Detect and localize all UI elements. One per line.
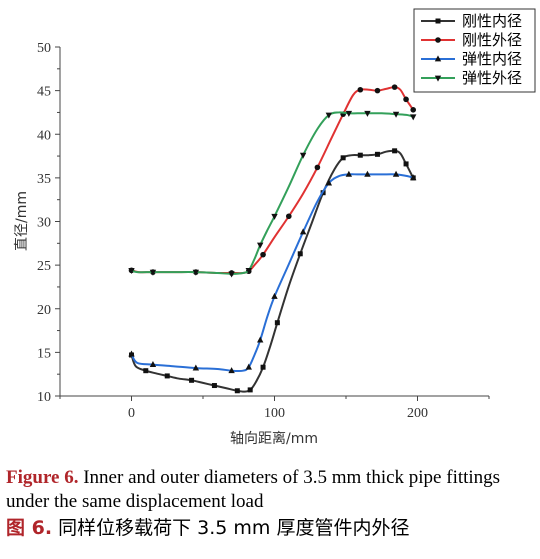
y-tick-label: 25 xyxy=(37,259,51,274)
data-point xyxy=(357,86,364,93)
data-point xyxy=(391,84,398,90)
data-point xyxy=(228,271,235,278)
legend-marker xyxy=(435,18,441,24)
data-point xyxy=(228,367,235,374)
data-point xyxy=(128,267,135,274)
data-point xyxy=(271,292,278,299)
caption-cn-text: 同样位移载荷下 3.5 mm 厚度管件内外径 xyxy=(58,517,410,539)
series-group xyxy=(128,84,417,394)
data-point xyxy=(260,364,266,370)
legend-label: 刚性外径 xyxy=(462,31,522,49)
data-point xyxy=(297,251,303,257)
data-point xyxy=(357,152,363,158)
y-tick-label: 30 xyxy=(37,216,51,231)
data-point xyxy=(245,363,252,370)
data-point xyxy=(299,228,307,235)
caption-en-label: Figure 6. xyxy=(6,467,79,488)
plot-area: 10 15 20 25 30 35 40 45 50 0 100 200 xyxy=(37,41,490,421)
legend-item: 刚性外径 xyxy=(421,31,522,49)
data-point xyxy=(164,373,170,379)
data-point xyxy=(257,336,264,343)
data-point xyxy=(314,164,321,171)
data-point xyxy=(340,155,346,161)
data-point xyxy=(325,112,333,119)
y-tick-label: 50 xyxy=(37,41,51,56)
series-1 xyxy=(129,148,416,394)
data-point xyxy=(374,151,380,157)
y-tick-label: 15 xyxy=(37,346,51,361)
legend-marker xyxy=(435,37,441,43)
data-point xyxy=(245,267,252,274)
data-point xyxy=(211,383,217,389)
data-point xyxy=(392,148,398,154)
series-4 xyxy=(128,110,417,278)
legend-label: 弹性外径 xyxy=(462,69,522,87)
legend-label: 弹性内径 xyxy=(462,50,522,68)
x-axis-title: 轴向距离/mm xyxy=(230,430,318,447)
data-point xyxy=(410,107,417,113)
y-tick-label: 40 xyxy=(37,128,51,143)
data-point xyxy=(403,161,409,167)
x-tick-label: 100 xyxy=(264,406,285,421)
y-tick-label: 35 xyxy=(37,172,51,187)
axis-ticks: 10 15 20 25 30 35 40 45 50 0 100 200 xyxy=(37,41,490,421)
data-point xyxy=(345,170,353,177)
data-point xyxy=(274,320,280,326)
data-point xyxy=(345,110,353,117)
data-point xyxy=(260,251,266,258)
legend-label: 刚性内径 xyxy=(462,12,522,30)
figure-caption-en: Figure 6. Inner and outer diameters of 3… xyxy=(6,466,536,514)
data-point xyxy=(325,179,333,186)
data-point xyxy=(192,364,200,371)
data-point xyxy=(410,114,417,121)
figure-caption-cn: 图 6. 同样位移载荷下 3.5 mm 厚度管件内外径 xyxy=(6,516,536,540)
data-point xyxy=(247,387,253,393)
data-point xyxy=(364,170,371,177)
data-point xyxy=(271,213,278,220)
data-point xyxy=(128,350,135,357)
data-point xyxy=(149,269,157,276)
data-point xyxy=(192,269,200,276)
data-point xyxy=(299,152,307,159)
data-point xyxy=(234,388,240,394)
data-point xyxy=(410,174,417,181)
series-3 xyxy=(128,170,417,374)
legend-item: 弹性外径 xyxy=(421,69,522,87)
data-point xyxy=(286,213,292,220)
x-tick-label: 200 xyxy=(407,406,428,421)
data-point xyxy=(392,111,400,118)
data-point xyxy=(149,360,157,367)
series-line xyxy=(131,86,415,275)
caption-cn-label: 图 6. xyxy=(6,517,53,539)
legend-marker xyxy=(434,55,442,62)
data-point xyxy=(364,110,371,117)
y-tick-label: 20 xyxy=(37,303,51,318)
x-tick-label: 0 xyxy=(128,406,135,421)
y-tick-label: 10 xyxy=(37,390,51,405)
legend-item: 弹性内径 xyxy=(421,50,522,68)
legend-item: 刚性内径 xyxy=(421,12,522,30)
data-point xyxy=(392,170,400,177)
data-point xyxy=(143,368,149,374)
caption-en-text: Inner and outer diameters of 3.5 mm thic… xyxy=(6,467,501,512)
series-line xyxy=(131,111,414,275)
data-point xyxy=(189,377,195,383)
y-axis-title: 直径/mm xyxy=(13,191,30,251)
data-point xyxy=(403,96,409,103)
legend-marker xyxy=(434,75,442,82)
data-point xyxy=(374,87,381,94)
y-tick-label: 45 xyxy=(37,85,51,100)
data-point xyxy=(257,242,264,249)
